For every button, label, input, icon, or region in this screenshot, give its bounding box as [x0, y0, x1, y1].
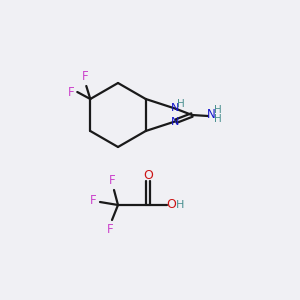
Text: F: F	[109, 174, 115, 187]
Text: H: H	[177, 99, 185, 109]
Text: F: F	[68, 86, 75, 100]
Text: O: O	[143, 169, 153, 182]
Text: H: H	[214, 105, 222, 115]
Text: H: H	[176, 200, 184, 210]
Text: N: N	[207, 107, 215, 121]
Text: F: F	[107, 223, 113, 236]
Text: N: N	[171, 103, 179, 113]
Text: N: N	[171, 117, 179, 127]
Text: F: F	[90, 194, 96, 208]
Text: F: F	[82, 70, 88, 83]
Text: O: O	[166, 199, 176, 212]
Text: H: H	[214, 114, 222, 124]
